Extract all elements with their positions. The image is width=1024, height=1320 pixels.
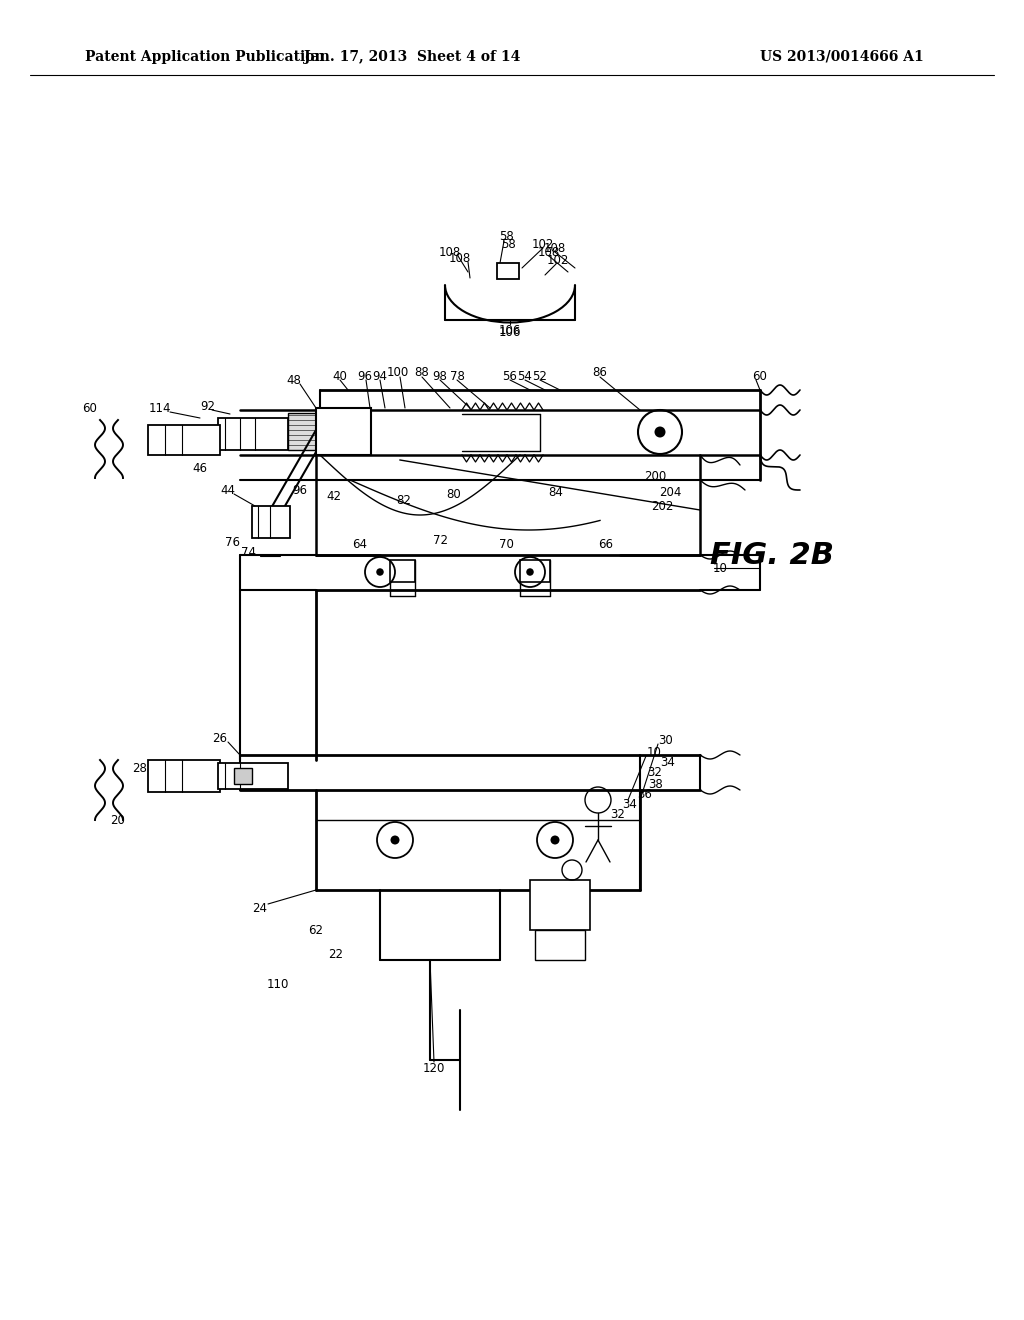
Circle shape — [551, 836, 559, 845]
Text: 100: 100 — [387, 367, 410, 380]
Text: 28: 28 — [132, 762, 147, 775]
Bar — [218, 763, 288, 789]
Text: 82: 82 — [396, 494, 412, 507]
Text: 102: 102 — [531, 238, 554, 251]
Text: 44: 44 — [220, 483, 236, 496]
Text: 74: 74 — [241, 546, 256, 560]
Text: 66: 66 — [598, 537, 613, 550]
Text: 54: 54 — [517, 370, 532, 383]
Text: 96: 96 — [357, 370, 373, 383]
Text: 38: 38 — [648, 777, 664, 791]
Text: 108: 108 — [538, 246, 560, 259]
Text: 72: 72 — [432, 533, 447, 546]
Text: 114: 114 — [148, 401, 171, 414]
Text: 76: 76 — [225, 536, 241, 549]
Bar — [535, 931, 585, 960]
Text: 56: 56 — [503, 370, 517, 383]
Circle shape — [376, 568, 384, 576]
Text: 46: 46 — [193, 462, 208, 474]
Text: 64: 64 — [352, 537, 368, 550]
Text: 108: 108 — [544, 242, 566, 255]
Text: 86: 86 — [593, 367, 607, 380]
Circle shape — [526, 568, 534, 576]
Text: 24: 24 — [253, 902, 267, 915]
Text: 78: 78 — [450, 370, 465, 383]
Text: FIG. 2B: FIG. 2B — [710, 540, 834, 569]
Text: 30: 30 — [658, 734, 674, 747]
Text: 92: 92 — [201, 400, 215, 412]
Text: 84: 84 — [549, 486, 563, 499]
Text: 26: 26 — [213, 731, 227, 744]
Text: 108: 108 — [439, 246, 461, 259]
Text: 42: 42 — [327, 490, 341, 503]
Text: 52: 52 — [532, 370, 548, 383]
Text: 106: 106 — [499, 323, 521, 337]
Bar — [530, 880, 590, 931]
Text: Patent Application Publication: Patent Application Publication — [85, 50, 325, 63]
Text: 58: 58 — [501, 238, 515, 251]
Bar — [316, 408, 371, 455]
Text: 34: 34 — [623, 799, 637, 812]
Bar — [234, 768, 252, 784]
Text: Jan. 17, 2013  Sheet 4 of 14: Jan. 17, 2013 Sheet 4 of 14 — [304, 50, 520, 63]
Text: 48: 48 — [287, 374, 301, 387]
Bar — [390, 560, 415, 582]
Text: 20: 20 — [111, 813, 125, 826]
Bar — [148, 425, 220, 455]
Text: 88: 88 — [415, 367, 429, 380]
Text: US 2013/0014666 A1: US 2013/0014666 A1 — [760, 50, 924, 63]
Text: 34: 34 — [660, 755, 676, 768]
Bar — [497, 263, 519, 279]
Text: 10: 10 — [713, 561, 727, 574]
Text: 10: 10 — [646, 746, 662, 759]
Text: 22: 22 — [329, 949, 343, 961]
Text: 70: 70 — [499, 537, 513, 550]
Text: 98: 98 — [432, 370, 447, 383]
Text: 120: 120 — [423, 1061, 445, 1074]
Text: 94: 94 — [373, 370, 387, 383]
Text: 58: 58 — [499, 230, 513, 243]
Text: 36: 36 — [638, 788, 652, 801]
Text: 80: 80 — [446, 488, 462, 502]
Text: 60: 60 — [753, 370, 767, 383]
Bar — [218, 418, 288, 450]
Text: 62: 62 — [308, 924, 324, 936]
Text: 32: 32 — [610, 808, 626, 821]
Text: 32: 32 — [647, 766, 663, 779]
Text: 108: 108 — [449, 252, 471, 264]
Text: 200: 200 — [644, 470, 667, 483]
Text: 102: 102 — [547, 253, 569, 267]
Circle shape — [390, 836, 399, 845]
Circle shape — [654, 426, 666, 437]
Text: 40: 40 — [333, 370, 347, 383]
Bar — [288, 413, 316, 450]
Text: 96: 96 — [293, 483, 307, 496]
Text: 202: 202 — [651, 499, 673, 512]
Bar — [520, 560, 550, 582]
Bar — [148, 760, 220, 792]
Bar — [252, 506, 290, 539]
Text: 60: 60 — [83, 401, 97, 414]
Text: 204: 204 — [658, 486, 681, 499]
Text: 106: 106 — [499, 326, 521, 338]
Text: 110: 110 — [267, 978, 289, 991]
